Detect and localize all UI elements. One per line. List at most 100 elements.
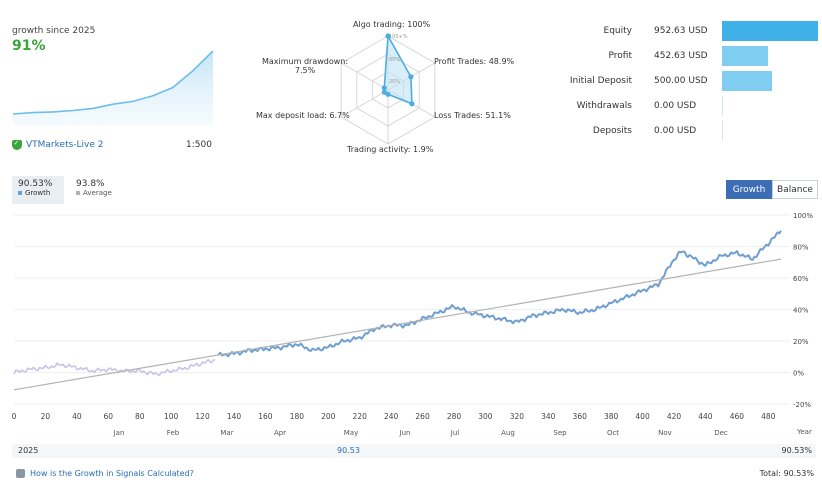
x-tick-label: 200 [321,412,336,421]
month-label: Sep [553,429,567,437]
radar-grid [340,35,436,145]
fin-label-profit: Profit [608,51,632,61]
x-tick-label: 360 [573,412,588,421]
radar-label-profit-trades: Profit Trades: 48.9% [434,57,515,66]
y-axis-ticks: 100% 80% 60% 40% 20% 0% -20% [793,212,813,409]
y-tick-label: 100% [793,212,813,220]
fin-value-initial-deposit: 500.00 USD [654,76,708,86]
x-tick-label: 460 [730,412,745,421]
growth-value: 91% [12,38,46,54]
y-tick-label: 40% [793,307,809,315]
year-summary-row: 2025 90.53 90.53% [12,444,816,458]
verified-shield-icon [12,139,22,150]
average-stat-label: Average [83,189,112,197]
growth-stat[interactable]: 90.53% Growth [12,176,64,204]
fin-bar-equity [722,21,818,41]
radar-points [381,33,415,107]
month-labels: Jan Feb Mar Apr May Jun Jul Aug Sep Oct Nov Dec [113,429,728,437]
year-total-value: 90.53% [781,446,812,455]
radar-point [381,85,387,91]
fin-value-profit: 452.63 USD [654,51,708,61]
average-stat[interactable]: 93.8% Average [70,176,130,204]
x-axis-label: Year [796,428,812,436]
year-month-value: 90.53 [337,446,360,455]
x-tick-label: 180 [290,412,305,421]
month-label: Oct [607,429,619,437]
year-label: 2025 [18,446,39,455]
month-label: Apr [274,429,286,437]
chart-grid [14,214,790,405]
tab-balance[interactable]: Balance [772,180,818,199]
growth-calc-link[interactable]: How is the Growth in Signals Calculated? [30,469,194,478]
x-tick-label: 20 [41,412,51,421]
mini-growth-line [12,50,214,115]
y-tick-label: 20% [793,338,809,346]
radar-spoke [341,62,389,91]
growth-stat-label: Growth [25,189,51,197]
mini-growth-area [13,51,213,126]
month-label: Mar [220,429,233,437]
month-label: Jun [399,429,411,437]
y-tick-label: 80% [793,244,809,252]
fin-value-withdrawals: 0.00 USD [654,101,697,111]
fin-bar-withdrawals [722,96,723,116]
radar-spoke [341,89,389,118]
x-tick-label: 100 [164,412,179,421]
pre-period-series-line [13,359,216,377]
x-tick-label: 480 [761,412,776,421]
average-legend-dot [76,191,80,195]
fin-label-initial-deposit: Initial Deposit [569,76,632,86]
x-tick-label: 80 [135,412,145,421]
average-stat-value: 93.8% [76,179,105,189]
x-tick-label: 140 [227,412,242,421]
radar-label-drawdown: Maximum drawdown: 7.5% [262,57,348,75]
x-axis-ticks: 0 20 40 60 80 100 120 140 160 180 200 220 240 260 280 3… [12,412,776,421]
radar-scale-60: 60% [389,57,400,63]
growth-chart: 100% 80% 60% 40% 20% 0% -20% 0 20 40 60 80 100 120 14… [12,212,814,437]
radar-scale-20: 20% [389,79,400,85]
x-tick-label: 220 [353,412,368,421]
x-tick-label: 420 [667,412,682,421]
x-tick-label: 0 [12,412,17,421]
growth-stat-value: 90.53% [18,179,53,189]
x-tick-label: 320 [510,412,525,421]
growth-series-line [217,230,782,358]
chart-series [13,230,782,391]
trend-series-line [13,258,782,391]
fin-bar-initial-deposit [722,71,773,91]
fin-value-equity: 952.63 USD [654,26,708,36]
average-stat-legend: Average [76,189,124,197]
month-label: Jan [113,429,125,437]
radar-label-drawdown-title: Maximum drawdown: [262,57,349,66]
x-tick-label: 280 [447,412,462,421]
footer-total: Total: 90.53% [759,469,814,478]
radar-chart: 100+% 60% 20% [340,33,436,145]
x-tick-label: 120 [195,412,210,421]
growth-legend-dot [18,191,22,195]
x-tick-label: 300 [478,412,493,421]
x-tick-label: 340 [541,412,556,421]
growth-since-label: growth since 2025 [12,26,96,36]
x-tick-label: 160 [258,412,273,421]
x-tick-label: 260 [415,412,430,421]
question-icon [16,469,25,478]
tab-growth[interactable]: Growth [726,180,772,199]
radar-point [409,101,415,107]
mini-growth-chart [12,50,214,126]
fin-label-deposits: Deposits [592,126,632,136]
month-label: Dec [714,429,728,437]
month-label: Aug [501,429,515,437]
x-tick-label: 240 [384,412,399,421]
x-tick-label: 400 [635,412,650,421]
y-tick-label: 0% [793,370,804,378]
account-link[interactable]: VTMarkets-Live 2 [12,139,104,150]
month-label: Jul [450,429,460,437]
radar-label-loss-trades: Loss Trades: 51.1% [434,111,511,120]
radar-point [408,74,414,80]
radar-label-algo: Algo trading: 100% [353,20,431,29]
radar-scale-100: 100+% [389,34,408,40]
radar-point [381,89,387,95]
x-tick-label: 60 [104,412,114,421]
month-label: Nov [658,429,672,437]
radar-point [385,33,391,39]
